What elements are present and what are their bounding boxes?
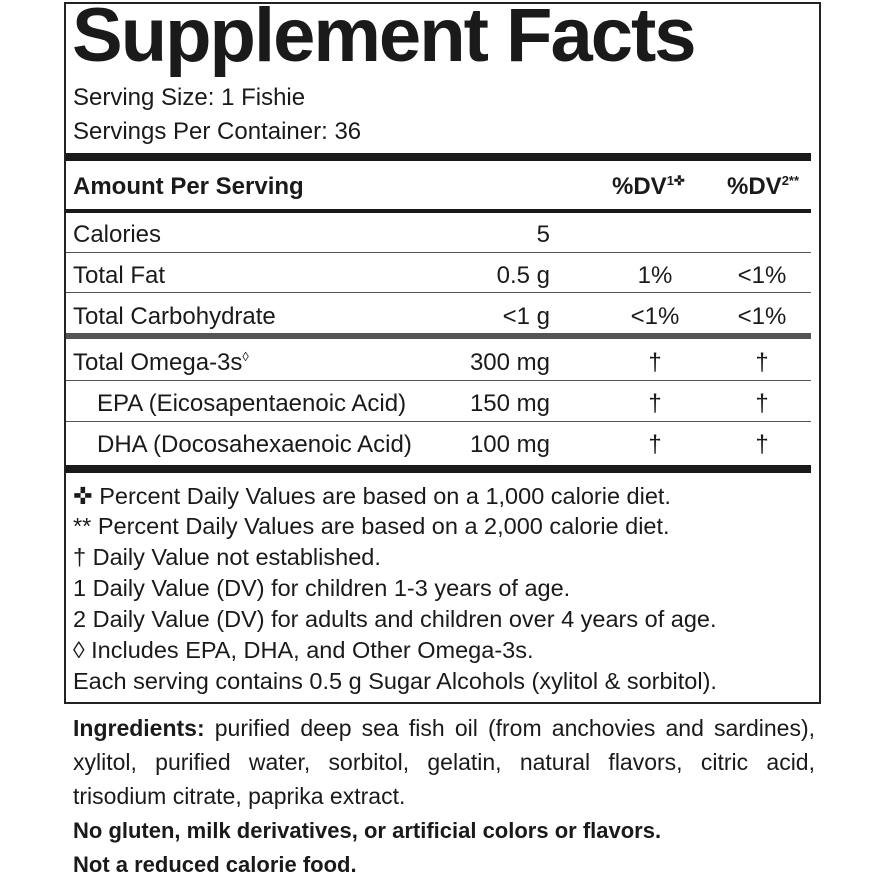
nutrient-name: EPA (Eicosapentaenoic Acid) <box>97 390 406 418</box>
nutrient-amount: 0.5 g <box>496 262 550 289</box>
nutrient-dv1: † <box>648 349 662 376</box>
dv2-sup: 2** <box>781 173 800 188</box>
nutrient-label: EPA (Eicosapentaenoic Acid) <box>97 390 407 417</box>
nutrient-dv1: <1% <box>630 303 680 330</box>
footnote: ✜ Percent Daily Values are based on a 1,… <box>73 483 671 509</box>
row-divider <box>66 380 811 381</box>
nutrient-dv2: † <box>755 431 769 458</box>
footnote: 1 Daily Value (DV) for children 1-3 year… <box>73 575 571 601</box>
nutrient-amount: 300 mg <box>469 349 550 376</box>
row-divider <box>66 292 811 293</box>
nutrient-dv2: <1% <box>737 262 787 289</box>
panel-title: Supplement Facts <box>72 0 697 78</box>
nutrient-amount: 150 mg <box>469 390 550 417</box>
nutrient-label: Calories <box>73 221 162 248</box>
row-divider <box>66 421 811 422</box>
nutrient-dv2: <1% <box>737 303 787 330</box>
nutrient-label: DHA (Docosahexaenoic Acid) <box>97 431 412 458</box>
divider-medium <box>66 209 811 213</box>
footnote: † Daily Value not established. <box>73 544 381 570</box>
nutrient-dv1: 1% <box>637 262 673 289</box>
allergen-statement: No gluten, milk derivatives, or artifici… <box>73 818 662 843</box>
row-divider <box>66 252 811 253</box>
nutrient-label: Total Fat <box>73 262 166 289</box>
footnote: Each serving contains 0.5 g Sugar Alcoho… <box>73 668 717 694</box>
calorie-statement: Not a reduced calorie food. <box>73 852 357 877</box>
nutrient-sup: ◊ <box>242 349 249 364</box>
footnote: ** Percent Daily Values are based on a 2… <box>73 513 670 539</box>
nutrient-dv2: † <box>755 349 769 376</box>
serving-size: Serving Size: 1 Fishie <box>73 84 306 111</box>
dv2-header: %DV2** <box>727 173 799 201</box>
divider-thick <box>66 465 811 473</box>
divider-thick <box>66 153 811 161</box>
nutrient-amount: 100 mg <box>469 431 550 458</box>
nutrient-amount: 5 <box>536 221 550 248</box>
supplement-facts-panel <box>64 2 821 704</box>
dv1-label: %DV <box>612 173 667 200</box>
ingredients: Ingredients: purified deep sea fish oil … <box>73 711 815 813</box>
footnote: ◊ Includes EPA, DHA, and Other Omega-3s. <box>73 637 534 663</box>
nutrient-name: Total Fat <box>73 262 165 290</box>
nutrient-name: Total Carbohydrate <box>73 303 276 331</box>
nutrient-dv2: † <box>755 390 769 417</box>
ingredients-text: purified deep sea fish oil (from anchovi… <box>73 715 815 809</box>
row-divider <box>66 333 811 339</box>
nutrient-name: DHA (Docosahexaenoic Acid) <box>97 431 412 459</box>
nutrient-label: Total Omega-3s <box>73 349 243 376</box>
nutrient-name: Calories <box>73 221 161 249</box>
amount-header: Amount Per Serving <box>73 173 304 200</box>
ingredients-label: Ingredients: <box>73 715 205 741</box>
nutrient-label: Total Carbohydrate <box>73 303 276 330</box>
dv1-sup: 1✜ <box>666 173 685 188</box>
nutrient-amount: <1 g <box>502 303 550 330</box>
footnote: 2 Daily Value (DV) for adults and childr… <box>73 606 717 632</box>
dv2-label: %DV <box>727 173 782 200</box>
nutrient-dv1: † <box>648 431 662 458</box>
nutrient-dv1: † <box>648 390 662 417</box>
dv1-header: %DV1✜ <box>612 173 685 201</box>
nutrient-name: Total Omega-3s◊ <box>73 349 249 377</box>
servings-per-container: Servings Per Container: 36 <box>73 118 362 145</box>
